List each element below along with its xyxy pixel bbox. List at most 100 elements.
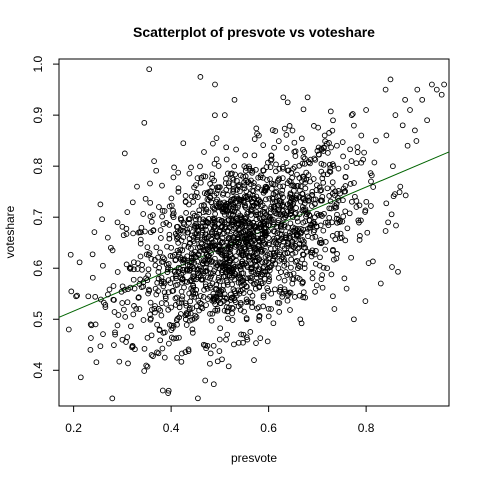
scatter-point — [276, 300, 283, 306]
scatter-point — [290, 228, 297, 234]
scatter-point — [165, 390, 171, 396]
scatter-point — [262, 186, 269, 192]
scatter-point — [236, 182, 242, 188]
scatter-point — [220, 190, 227, 197]
scatter-point — [222, 273, 229, 279]
scatter-point — [279, 231, 285, 238]
scatter-point — [288, 169, 295, 176]
scatter-point — [265, 255, 272, 261]
scatter-point — [249, 198, 256, 205]
scatter-point — [260, 239, 267, 246]
scatter-point — [260, 167, 267, 174]
scatter-point — [137, 253, 144, 260]
scatter-point — [257, 199, 263, 205]
scatter-point — [215, 204, 221, 211]
scatter-point — [146, 66, 153, 73]
scatter-point — [279, 243, 286, 249]
scatter-point — [268, 156, 275, 163]
scatter-point — [251, 180, 257, 186]
scatter-point — [237, 301, 244, 308]
scatter-point — [202, 377, 209, 384]
scatter-point — [193, 287, 200, 293]
scatter-point — [226, 180, 232, 187]
scatter-point — [334, 251, 340, 257]
scatter-point — [285, 241, 292, 248]
scatter-point — [265, 278, 272, 285]
scatter-point — [413, 138, 420, 144]
scatter-point — [213, 203, 220, 210]
scatter-point — [327, 165, 334, 171]
scatter-point — [165, 387, 172, 394]
scatter-point — [241, 244, 247, 251]
scatter-point — [238, 245, 244, 252]
scatter-point — [262, 204, 268, 211]
scatter-point — [89, 251, 96, 258]
scatter-point — [236, 230, 243, 237]
scatter-point — [258, 246, 264, 253]
scatter-point — [173, 335, 180, 342]
scatter-point — [275, 241, 281, 247]
scatter-point — [393, 222, 399, 229]
scatter-point — [242, 202, 248, 209]
scatter-point — [188, 285, 195, 292]
scatter-point — [327, 198, 334, 205]
scatter-point — [179, 350, 185, 357]
scatter-point — [286, 123, 293, 129]
scatter-point — [154, 349, 160, 356]
scatter-point — [300, 206, 307, 213]
scatter-point — [237, 172, 244, 179]
scatter-point — [260, 294, 267, 301]
scatter-point — [287, 271, 294, 278]
scatter-point — [362, 209, 368, 215]
scatter-point — [318, 160, 325, 167]
scatter-point — [335, 197, 342, 204]
scatter-point — [244, 179, 251, 186]
scatter-point — [233, 146, 239, 153]
scatter-point — [191, 240, 198, 247]
scatter-point — [218, 300, 224, 307]
scatter-point — [197, 74, 204, 80]
scatter-point — [243, 188, 250, 194]
scatter-point — [234, 235, 241, 242]
scatter-point — [267, 164, 274, 170]
scatter-point — [142, 195, 149, 202]
scatter-point — [263, 164, 270, 170]
scatter-point — [172, 257, 179, 264]
scatter-point — [156, 204, 162, 210]
scatter-point — [327, 108, 334, 115]
scatter-point — [166, 340, 172, 347]
scatter-point — [304, 225, 311, 232]
y-tick-label: 0.9 — [31, 106, 45, 123]
scatter-point — [192, 312, 199, 319]
scatter-point — [210, 290, 217, 297]
scatter-point — [316, 239, 323, 246]
y-tick-label: 0.8 — [31, 157, 45, 174]
scatter-point — [250, 244, 257, 251]
scatter-point — [284, 297, 291, 304]
scatter-point — [388, 211, 395, 218]
scatter-point — [188, 193, 195, 200]
scatter-point — [253, 340, 259, 346]
scatter-point — [281, 277, 288, 284]
scatter-point — [178, 358, 185, 365]
scatter-point — [88, 335, 94, 341]
scatter-point — [148, 332, 155, 339]
scatter-point — [287, 208, 294, 215]
scatter-point — [344, 225, 351, 232]
scatter-point — [363, 198, 370, 205]
scatter-point — [247, 299, 254, 306]
scatter-point — [258, 280, 265, 287]
scatter-point — [206, 252, 212, 259]
scatter-point — [114, 219, 121, 226]
scatter-point — [67, 251, 74, 258]
scatter-point — [165, 260, 172, 267]
scatter-point — [272, 286, 278, 293]
scatter-point — [187, 265, 194, 272]
scatter-point — [195, 232, 201, 239]
scatter-point — [179, 293, 186, 300]
scatter-point — [267, 176, 273, 182]
scatter-point — [185, 348, 192, 354]
scatter-point — [305, 233, 311, 240]
scatter-point — [99, 216, 105, 223]
scatter-point — [241, 227, 248, 234]
